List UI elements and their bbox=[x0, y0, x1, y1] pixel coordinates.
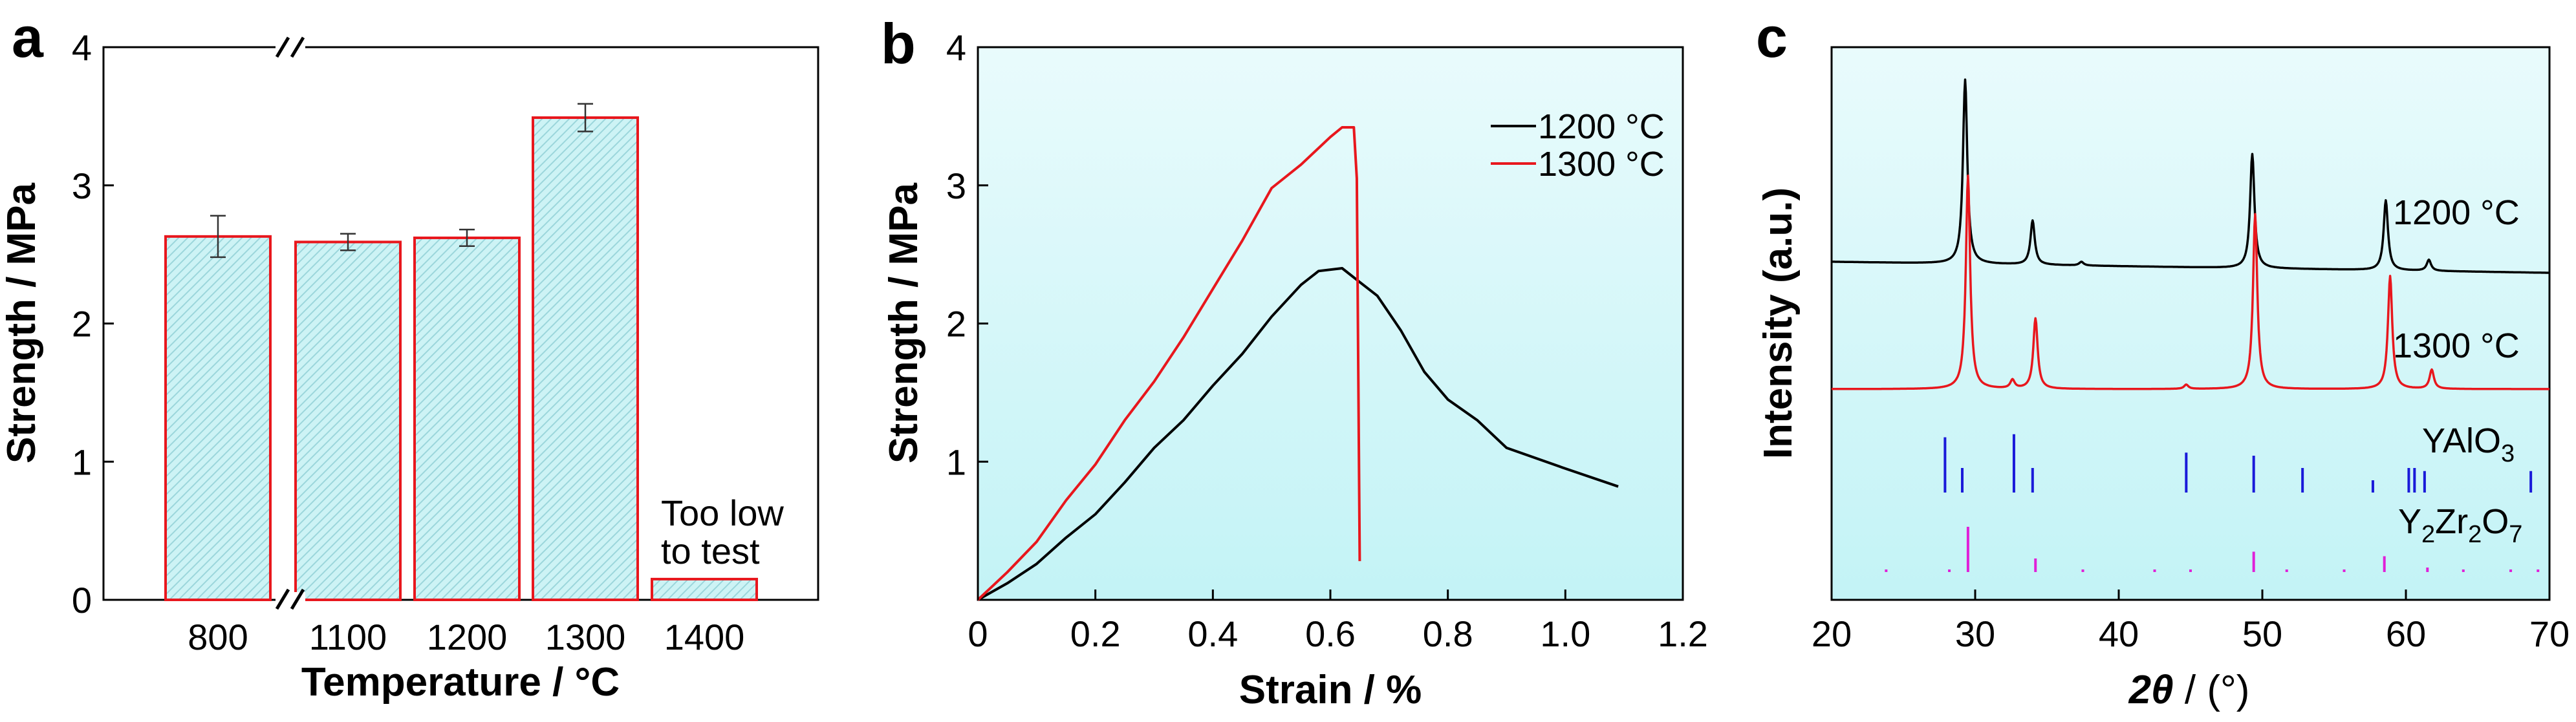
panel-a-y-title: Strength / MPa bbox=[0, 182, 44, 463]
c-xtick-label-70: 70 bbox=[2529, 613, 2570, 654]
legend-label-1300: 1300 °C bbox=[1538, 145, 1665, 184]
panel-b-letter: b bbox=[881, 12, 916, 76]
bar-1300 bbox=[532, 116, 639, 601]
bar-800 bbox=[164, 235, 272, 601]
a-ytick-label-2: 2 bbox=[72, 304, 92, 345]
b-ytick-label-3: 3 bbox=[946, 165, 966, 206]
panel-c-plot-area bbox=[1830, 46, 2551, 601]
axis-break-top bbox=[275, 36, 305, 58]
legend-label-1200: 1200 °C bbox=[1538, 107, 1665, 146]
panel-c-xrd-chart: 20 30 40 50 60 70 1200 °C 1300 °C YAlO3 Y2Zr2… bbox=[1756, 46, 2570, 712]
panel-b-y-title: Strength / MPa bbox=[882, 182, 926, 463]
a-xtick-label-1200: 1200 bbox=[427, 617, 508, 657]
b-xtick-label-0.6: 0.6 bbox=[1305, 613, 1356, 654]
annotation-too-low-line2: to test bbox=[661, 531, 760, 571]
a-xtick-label-1400: 1400 bbox=[664, 617, 745, 657]
panel-c-y-title: Intensity (a.u.) bbox=[1756, 187, 1801, 459]
a-ytick-label-1: 1 bbox=[72, 441, 92, 482]
xrd-label-1200: 1200 °C bbox=[2393, 193, 2520, 232]
bar-1100 bbox=[294, 240, 402, 601]
a-ytick-label-4: 4 bbox=[72, 27, 92, 68]
b-ytick-label-2: 2 bbox=[946, 304, 966, 345]
xrd-pattern-1200 bbox=[1831, 78, 2550, 274]
a-ytick-label-3: 3 bbox=[72, 165, 92, 206]
panel-c-x-title: 2θ / (°) bbox=[2128, 668, 2250, 712]
panel-b-plot-area bbox=[977, 46, 1684, 601]
b-xtick-label-1.0: 1.0 bbox=[1540, 613, 1590, 654]
b-ytick-label-1: 1 bbox=[946, 441, 966, 482]
b-xtick-label-0.4: 0.4 bbox=[1187, 613, 1238, 654]
series-line-1200 bbox=[977, 267, 1619, 601]
c-xtick-label-40: 40 bbox=[2099, 613, 2139, 654]
c-xtick-label-30: 30 bbox=[1955, 613, 1995, 654]
xrd-pattern-1300 bbox=[1831, 175, 2550, 390]
a-xtick-label-1300: 1300 bbox=[545, 617, 626, 657]
bar-1200 bbox=[413, 236, 521, 602]
series-line-1300 bbox=[977, 126, 1361, 601]
b-xtick-label-0.2: 0.2 bbox=[1070, 613, 1121, 654]
axis-break-bottom bbox=[275, 588, 305, 610]
b-xtick-label-1.2: 1.2 bbox=[1658, 613, 1708, 654]
panel-b-x-title: Strain / % bbox=[1239, 668, 1422, 712]
c-xtick-label-50: 50 bbox=[2242, 613, 2282, 654]
b-ytick-label-4: 4 bbox=[946, 27, 966, 68]
c-xtick-label-60: 60 bbox=[2386, 613, 2426, 654]
ref-label-y2zr2o7: Y2Zr2O7 bbox=[2398, 502, 2522, 548]
b-xtick-label-0.8: 0.8 bbox=[1423, 613, 1473, 654]
b-xtick-label-0: 0 bbox=[968, 613, 988, 654]
annotation-too-low-line1: Too low bbox=[661, 493, 784, 533]
c-xtick-label-20: 20 bbox=[1812, 613, 1852, 654]
panel-c-letter: c bbox=[1756, 5, 1788, 69]
ref-label-yalo3: YAlO3 bbox=[2422, 421, 2515, 467]
panel-a-letter: a bbox=[12, 5, 44, 69]
a-ytick-label-0: 0 bbox=[72, 580, 92, 621]
bar-1400 bbox=[651, 577, 758, 601]
a-xtick-label-1100: 1100 bbox=[309, 617, 387, 657]
panel-b-legend: 1200 °C 1300 °C bbox=[1491, 107, 1665, 184]
a-xtick-label-800: 800 bbox=[188, 617, 248, 657]
panel-a-x-title: Temperature / °C bbox=[301, 660, 620, 705]
panel-b-line-chart: 1 2 3 4 0 0.2 0.4 0.6 0.8 1.0 1.2 1200 °C 1300 °C… bbox=[882, 27, 1708, 712]
xrd-label-1300: 1300 °C bbox=[2393, 326, 2520, 365]
panel-a-bar-chart: 0 1 2 3 4 800 1100 1200 1300 1400 Too low to tes… bbox=[0, 27, 819, 705]
